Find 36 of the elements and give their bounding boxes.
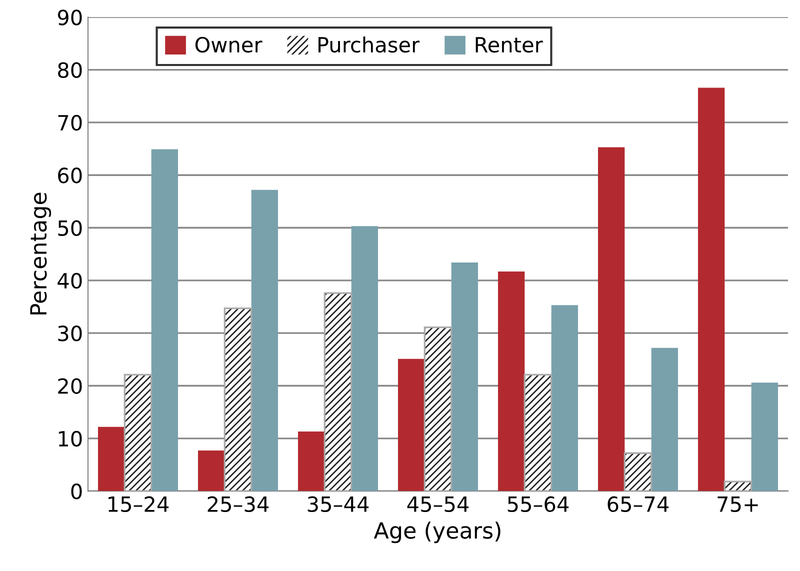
x-tick-label: 15–24 — [108, 496, 169, 512]
x-tick-label: 45–54 — [407, 496, 469, 512]
bar — [351, 226, 378, 492]
bar — [298, 432, 325, 492]
bar — [598, 147, 625, 492]
x-axis-title: Age (years) — [374, 522, 500, 544]
bar — [551, 305, 578, 492]
bar — [398, 358, 425, 492]
x-tick-label: 65–74 — [608, 496, 669, 512]
bar — [498, 271, 525, 492]
y-tick-label: 30 — [58, 326, 82, 342]
legend-label: Owner — [195, 36, 262, 53]
bar — [651, 348, 678, 492]
bar — [198, 450, 225, 492]
y-tick-label: 0 — [71, 484, 82, 500]
legend-label: Renter — [476, 37, 543, 53]
y-tick-label: 20 — [58, 378, 82, 394]
y-tick-label: 10 — [58, 430, 82, 447]
y-tick-label: 80 — [58, 62, 82, 78]
x-tick-label: 55–64 — [508, 496, 569, 512]
y-axis-title: Percentage — [30, 192, 52, 314]
bar — [698, 88, 725, 492]
bar — [451, 262, 478, 492]
bar — [151, 149, 178, 492]
y-tick-label: 40 — [58, 272, 82, 289]
legend-label: Purchaser — [318, 36, 420, 53]
y-tick-label: 60 — [58, 168, 82, 184]
bar — [751, 382, 778, 492]
y-tick-label: 90 — [58, 10, 82, 26]
x-tick-label: 35–44 — [308, 496, 369, 512]
x-tick-label: 75+ — [718, 496, 758, 512]
bar — [98, 426, 125, 492]
y-tick-label: 70 — [58, 114, 82, 131]
y-tick-label: 50 — [58, 220, 82, 236]
x-tick-label: 25–34 — [208, 496, 269, 512]
bar — [251, 190, 278, 492]
